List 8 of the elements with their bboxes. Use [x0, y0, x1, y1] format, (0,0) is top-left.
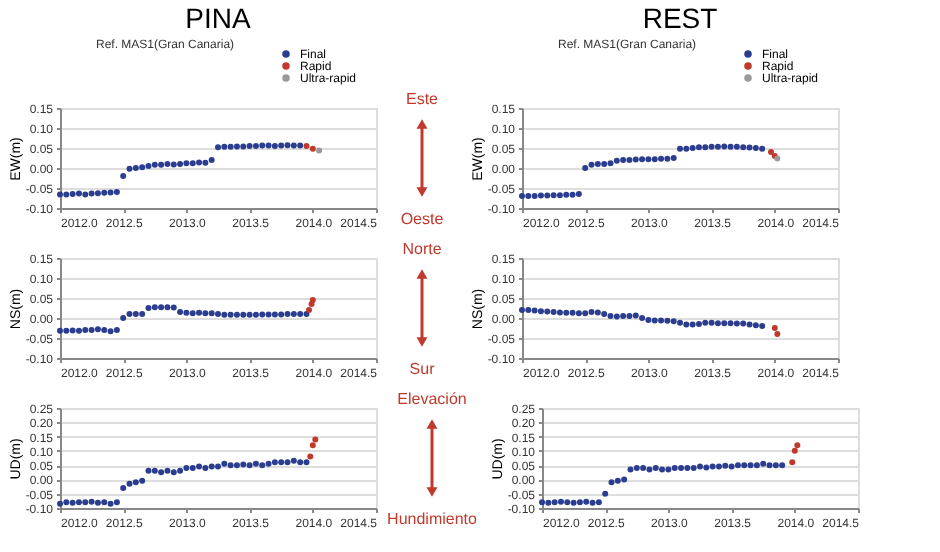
text: Sur: [409, 360, 436, 378]
text: Norte: [402, 240, 443, 258]
text: Elevación: [397, 390, 467, 408]
text: Oeste: [400, 210, 445, 228]
chart-title: PINA: [185, 2, 252, 34]
chart-title: REST: [642, 2, 719, 34]
text: Hundimiento: [387, 510, 479, 528]
text: Este: [405, 90, 440, 108]
